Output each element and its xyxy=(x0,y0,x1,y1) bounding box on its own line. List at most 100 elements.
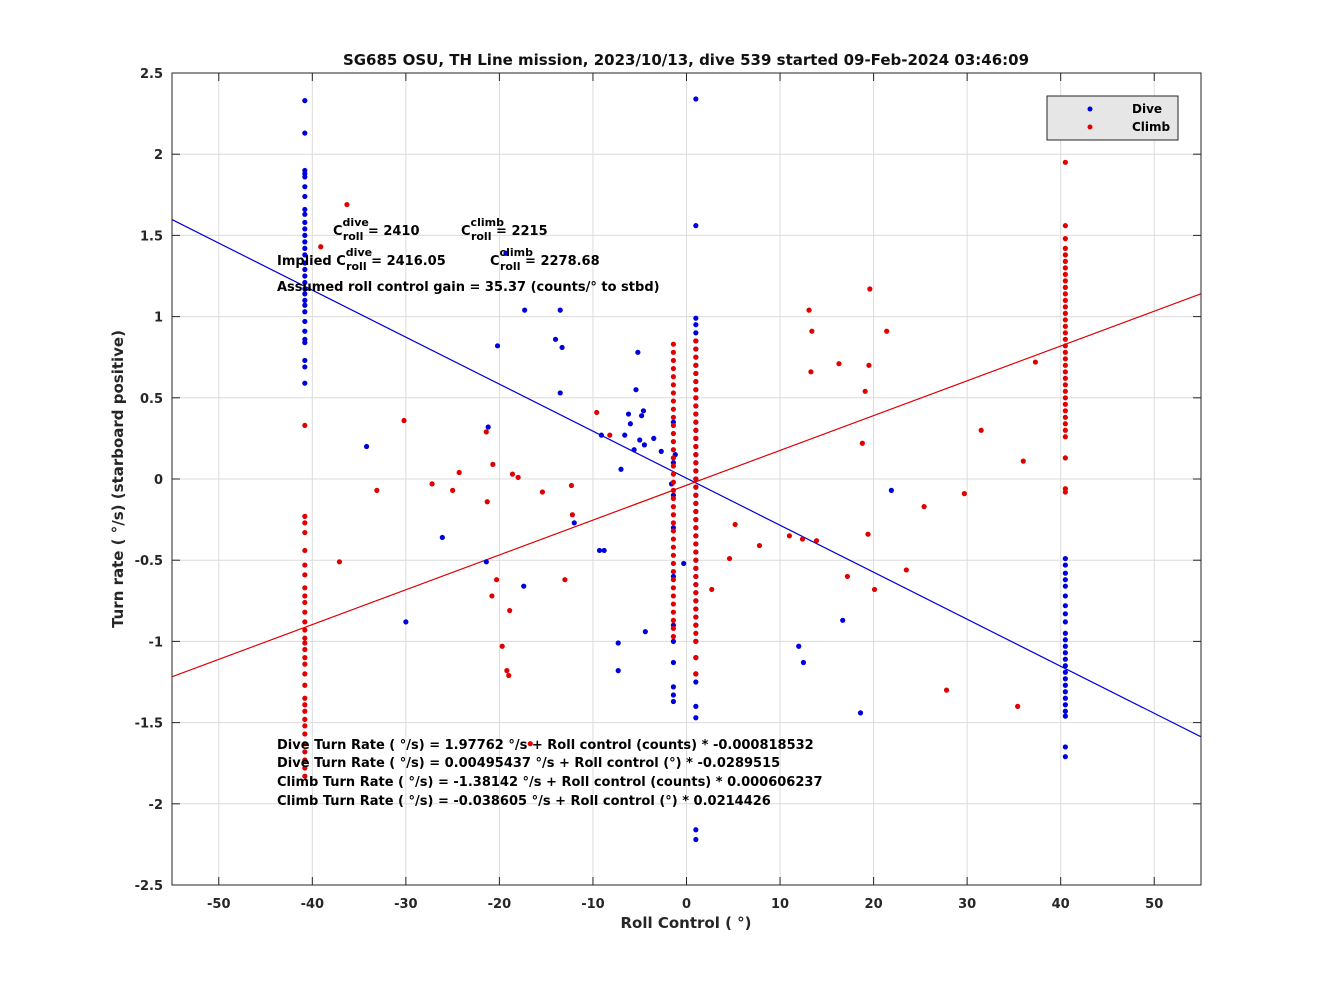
dive-point xyxy=(302,184,308,190)
climb-point xyxy=(302,593,308,599)
dive-point xyxy=(302,364,308,370)
climb-point xyxy=(302,741,308,747)
climb-point xyxy=(693,419,699,425)
climb-point xyxy=(670,625,677,632)
climb-point xyxy=(799,536,806,542)
climb-point xyxy=(302,529,308,536)
dive-point xyxy=(840,617,846,623)
climb-point xyxy=(693,614,699,620)
dive-point xyxy=(635,349,641,355)
dive-point xyxy=(302,174,308,180)
dive-point xyxy=(302,380,308,386)
climb-point xyxy=(562,577,568,583)
climb-point xyxy=(509,471,516,477)
climb-point xyxy=(693,638,699,645)
dive-point xyxy=(1062,593,1068,599)
climb-point xyxy=(693,395,699,401)
climb-point xyxy=(670,374,677,380)
y-tick-label: 1 xyxy=(154,311,163,326)
dive-point xyxy=(1062,656,1068,662)
climb-point xyxy=(670,495,677,502)
climb-point xyxy=(1062,159,1068,165)
dive-point xyxy=(693,96,699,102)
climb-point xyxy=(693,557,699,563)
dive-point xyxy=(857,710,864,716)
dive-point xyxy=(1062,713,1068,719)
climb-point xyxy=(302,708,308,714)
climb-point xyxy=(670,406,677,412)
climb-point xyxy=(693,346,699,352)
dive-point xyxy=(1062,643,1068,649)
dive-point xyxy=(1062,630,1068,636)
climb-point xyxy=(670,479,677,485)
dive-point xyxy=(302,339,308,346)
dive-point xyxy=(1062,669,1068,675)
climb-point xyxy=(693,590,699,596)
climb-point xyxy=(1062,349,1068,355)
climb-point xyxy=(670,382,677,388)
climb-point xyxy=(302,547,308,554)
legend: Dive Climb xyxy=(1046,95,1179,141)
dive-point xyxy=(601,547,607,554)
dive-point xyxy=(557,307,563,313)
dive-point xyxy=(302,193,308,200)
dive-point xyxy=(670,692,677,698)
dive-point xyxy=(552,336,559,342)
climb-point xyxy=(1015,703,1021,709)
legend-climb-marker xyxy=(1087,124,1093,130)
climb-point xyxy=(859,440,865,446)
climb-point xyxy=(693,533,699,539)
dive-point xyxy=(693,679,699,685)
dive-point xyxy=(631,447,637,453)
climb-point xyxy=(302,682,308,688)
dive-point xyxy=(403,619,409,625)
y-tick-label: -0.5 xyxy=(135,554,163,569)
dive-point xyxy=(302,260,308,266)
y-tick-label: -1.5 xyxy=(135,717,163,732)
climb-point xyxy=(1062,455,1068,461)
climb-point xyxy=(1062,245,1068,251)
x-axis-label: Roll Control ( °) xyxy=(620,914,751,932)
dive-point xyxy=(1062,663,1068,669)
climb-point xyxy=(808,369,814,375)
climb-point xyxy=(302,627,308,633)
climb-point xyxy=(302,731,308,737)
climb-point xyxy=(429,481,435,487)
climb-point xyxy=(490,461,496,467)
climb-point xyxy=(302,609,308,615)
climb-point xyxy=(302,661,308,667)
climb-point xyxy=(344,201,350,208)
dive-point xyxy=(302,297,308,303)
equation-climb-counts: Climb Turn Rate ( °/s) = -1.38142 °/s + … xyxy=(277,775,823,790)
climb-point xyxy=(693,492,699,498)
dive-point xyxy=(302,266,308,273)
climb-point xyxy=(302,635,308,641)
climb-point xyxy=(1062,401,1068,407)
dive-point xyxy=(485,424,491,430)
dive-point xyxy=(615,640,621,646)
climb-point xyxy=(670,430,677,437)
dive-point xyxy=(1062,702,1068,708)
dive-point xyxy=(640,408,647,414)
dive-point xyxy=(800,659,807,666)
climb-point xyxy=(836,361,842,367)
equation-dive-degrees: Dive Turn Rate ( °/s) = 0.00495437 °/s +… xyxy=(277,756,780,771)
climb-point xyxy=(494,577,500,583)
climb-point xyxy=(866,362,872,368)
climb-point xyxy=(862,388,868,394)
climb-point xyxy=(693,549,699,555)
dive-point xyxy=(693,715,699,721)
legend-box xyxy=(1046,95,1179,141)
climb-point xyxy=(670,528,677,534)
dive-point xyxy=(1062,676,1068,682)
climb-point xyxy=(484,499,490,505)
x-tick-label: -30 xyxy=(394,897,418,912)
climb-point xyxy=(693,606,699,612)
dive-point xyxy=(693,315,699,321)
regression-equations: Dive Turn Rate ( °/s) = 1.97762 °/s + Ro… xyxy=(277,738,823,809)
y-tick-label: -1 xyxy=(149,635,163,650)
climb-point xyxy=(1062,489,1068,495)
dive-point xyxy=(1062,754,1068,760)
climb-point xyxy=(670,439,677,445)
dive-point xyxy=(302,98,308,104)
